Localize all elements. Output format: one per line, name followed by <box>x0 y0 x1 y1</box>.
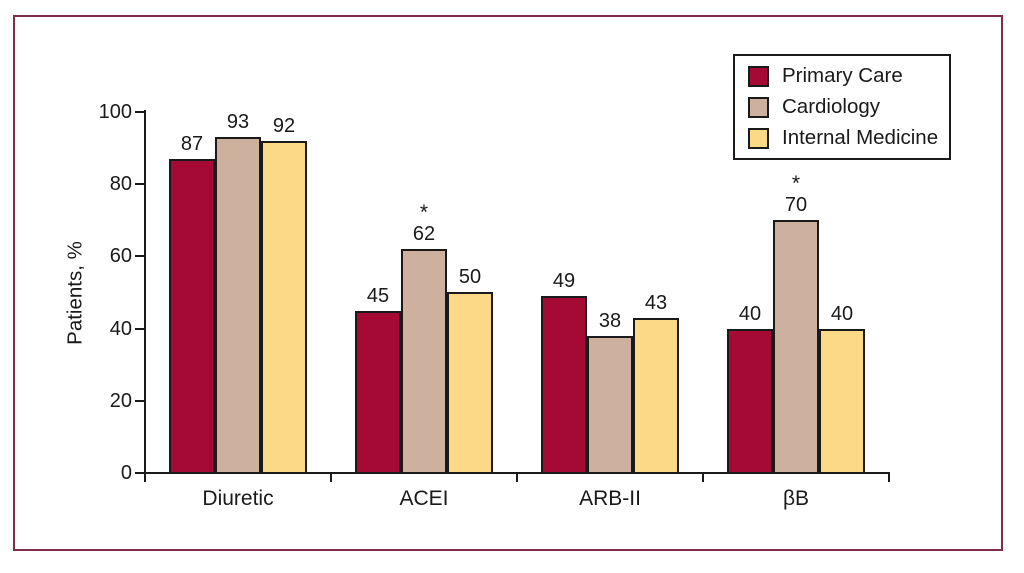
bar-value-label: 62 <box>412 223 436 245</box>
significance-asterisk: * <box>419 201 429 224</box>
legend: Primary Care Cardiology Internal Medicine <box>733 54 951 160</box>
x-category-label: ACEI <box>399 487 449 510</box>
x-category-label: βB <box>782 487 810 510</box>
bar-value-label: 45 <box>366 285 390 307</box>
legend-label: Primary Care <box>782 64 903 87</box>
bar <box>169 159 215 474</box>
bar <box>633 318 679 474</box>
legend-label: Internal Medicine <box>782 126 939 149</box>
bar-value-label: 40 <box>738 303 762 325</box>
bar <box>819 329 865 474</box>
x-tick <box>888 473 890 482</box>
y-tick <box>135 472 145 474</box>
y-tick-label: 20 <box>109 389 132 412</box>
legend-swatch <box>748 65 769 87</box>
y-tick-label: 100 <box>98 101 132 123</box>
x-tick <box>516 473 518 482</box>
bar-value-label: 70 <box>784 194 808 216</box>
bar <box>401 249 447 474</box>
y-tick-label: 0 <box>120 462 132 484</box>
bar <box>261 141 307 474</box>
bar-value-label: 93 <box>226 111 250 133</box>
bar <box>587 336 633 474</box>
bar-value-label: 49 <box>552 270 576 292</box>
bar <box>727 329 773 474</box>
y-tick <box>135 255 145 258</box>
legend-item: Internal Medicine <box>748 127 949 149</box>
y-tick-label: 80 <box>109 173 132 196</box>
bar-value-label: 92 <box>272 115 296 137</box>
legend-label: Cardiology <box>782 95 880 118</box>
y-tick <box>135 111 145 113</box>
x-tick <box>330 473 332 482</box>
bar <box>215 137 261 474</box>
bar-value-label: 43 <box>644 292 668 314</box>
x-category-label: Diuretic <box>202 487 274 510</box>
bar-value-label: 50 <box>458 266 482 288</box>
x-category-label: ARB-II <box>579 487 641 510</box>
legend-item: Primary Care <box>748 65 949 87</box>
legend-swatch <box>748 96 769 118</box>
legend-swatch <box>748 127 769 149</box>
y-tick <box>135 327 145 330</box>
bar <box>541 296 587 474</box>
significance-asterisk: * <box>791 172 801 195</box>
y-tick-label: 40 <box>109 317 132 340</box>
x-tick <box>702 473 704 482</box>
y-tick-label: 60 <box>109 245 132 268</box>
y-tick <box>135 183 145 186</box>
bar-value-label: 40 <box>830 303 854 325</box>
y-axis-line <box>144 110 146 482</box>
bar-value-label: 87 <box>180 133 204 155</box>
y-axis-title: Patients, % <box>63 241 87 345</box>
legend-item: Cardiology <box>748 96 949 118</box>
bar-value-label: 38 <box>598 310 622 332</box>
bar <box>355 311 401 474</box>
bar <box>447 292 493 474</box>
bar <box>773 220 819 474</box>
y-tick <box>135 399 145 402</box>
